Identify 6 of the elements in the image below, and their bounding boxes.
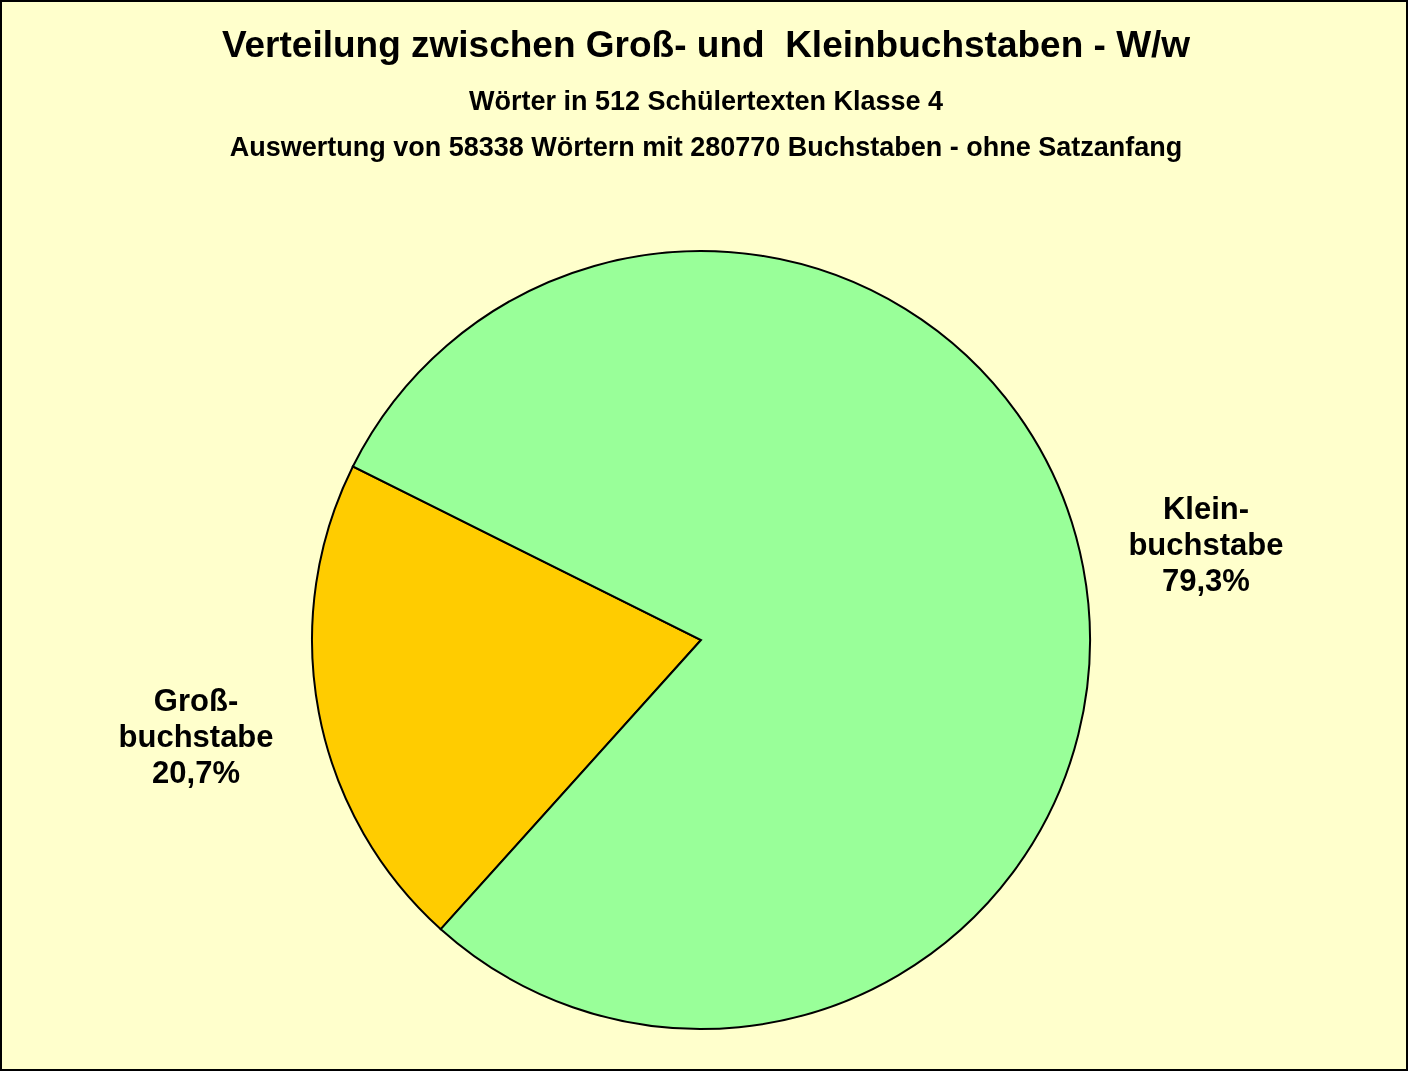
chart-title: Verteilung zwischen Groß- und Kleinbuchstaben - W/w	[220, 24, 1192, 66]
data-label: 20,7%	[152, 754, 240, 790]
data-label: 79,3%	[1162, 562, 1250, 598]
chart-subtitle: Wörter in 512 Schülertexten Klasse 4 Auswertung von 58338 Wörtern mit 280770 Buchstaben - ohne Satzanfang	[228, 86, 1184, 163]
slice-label: Klein- buchstabe	[1128, 490, 1284, 562]
slice-label: Groß- buchstabe	[118, 682, 274, 754]
